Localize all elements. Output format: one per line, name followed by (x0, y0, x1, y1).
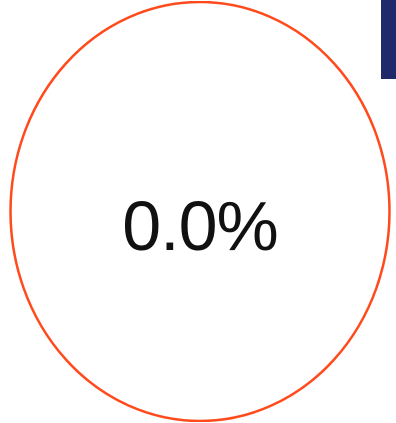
progress-percentage: 0.0% (122, 186, 279, 265)
corner-panel (381, 0, 396, 79)
progress-ring-outline (9, 1, 391, 422)
progress-ring-svg (9, 1, 391, 422)
progress-ring (9, 1, 391, 422)
